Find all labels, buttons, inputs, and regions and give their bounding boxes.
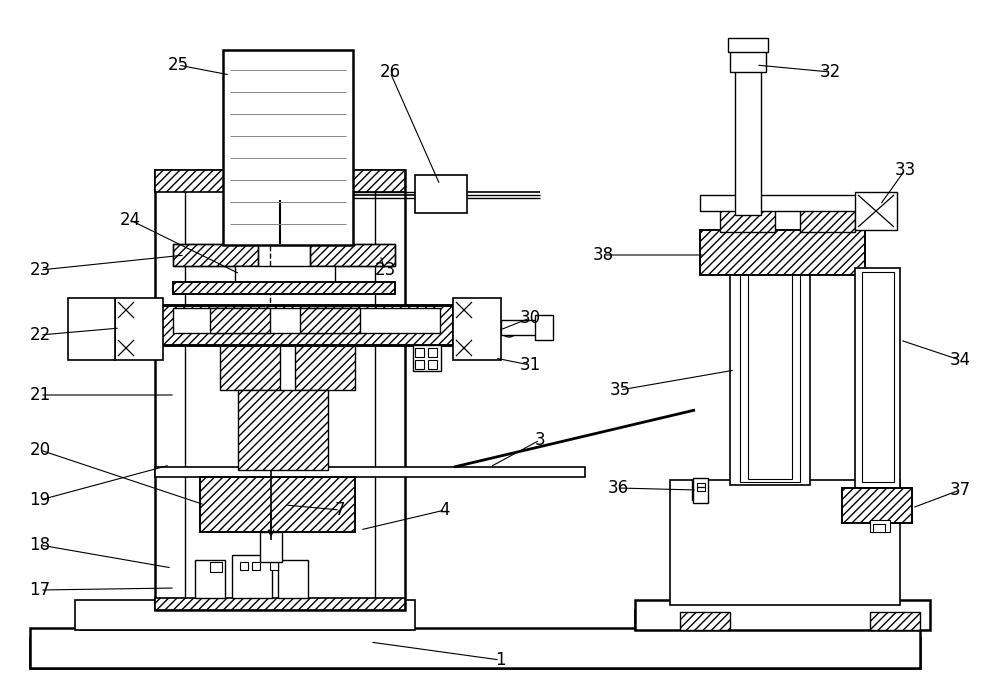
Bar (692, 480, 706, 500)
Bar (240, 562, 248, 570)
Text: 23: 23 (29, 261, 51, 279)
Bar (635, 610, 930, 630)
Bar (278, 560, 308, 598)
Bar (30, 638, 920, 668)
Text: 1: 1 (495, 651, 505, 669)
Bar (235, 266, 335, 282)
Bar (697, 483, 705, 491)
Bar (173, 282, 395, 294)
Bar (155, 598, 405, 610)
Bar (155, 467, 585, 477)
Bar (310, 244, 395, 266)
Bar (295, 345, 355, 390)
Text: 17: 17 (29, 581, 51, 599)
Bar (30, 628, 920, 668)
Text: 3: 3 (535, 431, 545, 449)
Bar (730, 270, 810, 485)
Text: 7: 7 (335, 501, 345, 519)
Bar (693, 478, 708, 503)
Text: 20: 20 (29, 441, 51, 459)
Bar (800, 210, 855, 232)
Bar (693, 483, 701, 489)
Text: 26: 26 (379, 63, 401, 81)
Bar (501, 320, 536, 335)
Bar (173, 244, 258, 266)
Bar (158, 305, 453, 345)
Bar (735, 50, 761, 215)
Text: 30: 30 (519, 309, 541, 327)
Text: 25: 25 (167, 56, 189, 74)
Bar (870, 520, 890, 532)
Bar (635, 600, 930, 630)
Circle shape (81, 319, 101, 339)
Bar (415, 348, 424, 357)
Bar (730, 50, 766, 72)
Text: 22: 22 (29, 326, 51, 344)
Bar (535, 315, 553, 340)
Bar (415, 360, 424, 369)
Bar (728, 38, 768, 52)
Text: 38: 38 (592, 246, 614, 264)
Bar (428, 360, 437, 369)
Text: 21: 21 (29, 386, 51, 404)
Bar (300, 308, 360, 333)
Bar (210, 562, 222, 572)
Text: 33: 33 (894, 161, 916, 179)
Bar (413, 345, 441, 371)
Circle shape (501, 321, 517, 337)
Bar (855, 268, 900, 488)
Bar (670, 480, 900, 605)
Bar (115, 298, 163, 360)
Text: 36: 36 (607, 479, 629, 497)
Bar (700, 195, 865, 211)
Bar (453, 298, 501, 360)
Text: 34: 34 (949, 351, 971, 369)
Bar (310, 244, 395, 266)
Bar (842, 488, 912, 523)
Bar (855, 192, 897, 230)
Text: 18: 18 (29, 536, 51, 554)
Text: 31: 31 (519, 356, 541, 374)
Text: 24: 24 (119, 211, 141, 229)
Bar (200, 477, 355, 532)
Bar (862, 272, 894, 482)
Bar (223, 50, 353, 245)
Bar (210, 308, 270, 333)
Bar (195, 560, 225, 598)
Bar (870, 612, 920, 630)
Bar (720, 210, 775, 232)
Bar (415, 175, 467, 213)
Bar (200, 477, 355, 532)
Text: 37: 37 (949, 481, 971, 499)
Bar (700, 230, 865, 275)
Bar (740, 272, 800, 482)
Bar (75, 600, 415, 630)
Bar (428, 348, 437, 357)
Bar (173, 282, 395, 294)
Bar (748, 274, 792, 479)
Bar (260, 532, 282, 562)
Bar (173, 244, 258, 266)
Text: 19: 19 (29, 491, 51, 509)
Bar (252, 562, 260, 570)
Bar (680, 612, 730, 630)
Bar (232, 555, 272, 598)
Bar (173, 308, 440, 333)
Text: 23: 23 (374, 261, 396, 279)
Bar (270, 562, 278, 570)
Bar (873, 524, 885, 532)
Bar (220, 345, 280, 390)
Text: 35: 35 (609, 381, 631, 399)
Bar (80, 608, 410, 630)
Bar (700, 230, 865, 275)
Bar (68, 298, 115, 360)
Bar (842, 488, 912, 523)
Bar (155, 170, 405, 610)
Bar (238, 390, 328, 470)
Text: 32: 32 (819, 63, 841, 81)
Bar (155, 170, 405, 192)
Text: 4: 4 (440, 501, 450, 519)
Bar (158, 305, 453, 345)
